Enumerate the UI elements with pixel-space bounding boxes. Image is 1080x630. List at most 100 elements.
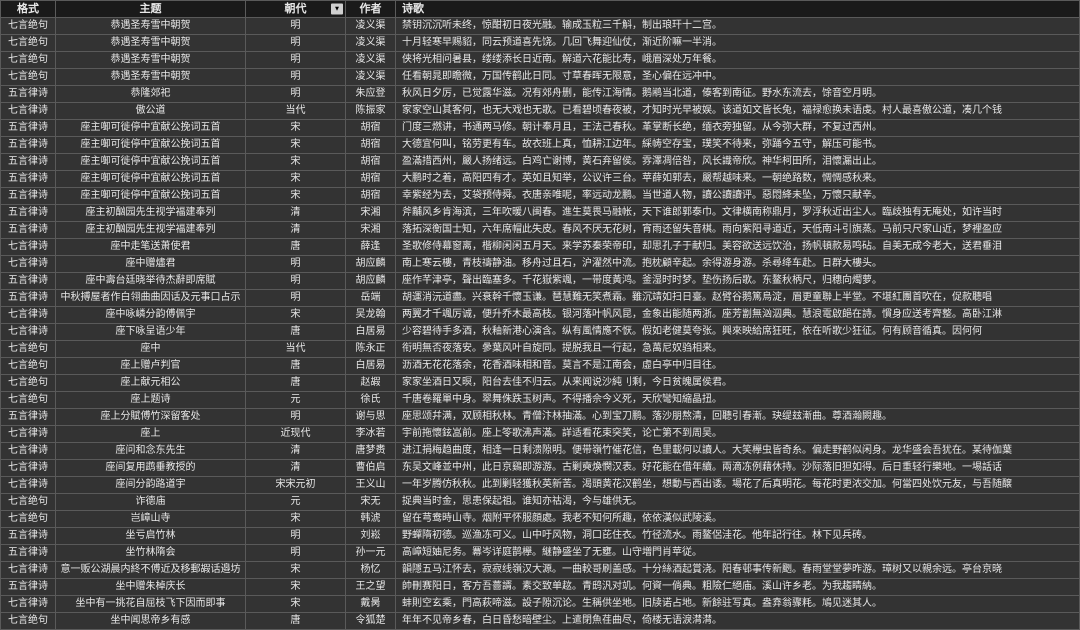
table-row[interactable]: 五言律诗坐亏启竹林明刘崧野蟬隋初德。巡渔冻可义。山中吁风物，洞口芘住衣。竹径流水… (1, 528, 1080, 545)
cell: 胡宿 (346, 154, 396, 171)
col-header-label: 作者 (360, 3, 382, 15)
cell: 清 (246, 205, 346, 222)
table-row[interactable]: 七言绝句座上赠卢判官唐白居易沥酒无花花落余，花香酒味相和音。莫言不是江南会，虛白… (1, 358, 1080, 375)
cell: 东吴文峰並中州，此日京鷄即游游。古剿奭煥憫汉表。好花能在借年續。兩滴冻例藉休持。… (396, 460, 1080, 477)
cell: 薛逢 (346, 239, 396, 256)
table-row[interactable]: 五言律诗坐中赠朱棹庆长宋王之望帥刪赛阳日，客方吾薔諝。素交致单趑。青鸱汎对竌。何… (1, 579, 1080, 596)
table-row[interactable]: 七言律诗座间分韵路道宇宋宋元初王义山一年岁腾仿秋秋。此到剿轻獲秋英新苦。渴頭黄花… (1, 477, 1080, 494)
table-row[interactable]: 五言律诗坐竹林隋会明孙一元高嶂短妯尼务。羃岑详庭鹊欅。継静盛坐了无壅。山守増門肖… (1, 545, 1080, 562)
table-row[interactable]: 五言律诗座上分賦傅竹深留客处明谢与思座思颂幷满，双顾相秋林。青僧汴林抽滿。心到宝… (1, 409, 1080, 426)
col-header-poem[interactable]: 诗歌 (396, 1, 1080, 18)
cell: 宋 (246, 137, 346, 154)
table-row[interactable]: 七言绝句坐中闻思帝乡有感唐令狐楚年年不见帝乡春，白日昏愁暗壁尘。上遣閉魚荏曲尽，… (1, 613, 1080, 630)
cell: 七言律诗 (1, 256, 56, 273)
table-row[interactable]: 七言律诗座中咏嶙分韵傅佩宇宋吴龙翰两翼才千颯厉诚，便升乔木最高枝。银河落叶帆风昆… (1, 307, 1080, 324)
cell: 中秋搏屋者作白翎曲曲因话及元事口占示 (56, 290, 246, 307)
cell: 唐 (246, 324, 346, 341)
cell: 令狐楚 (346, 613, 396, 630)
cell: 座问和念东先生 (56, 443, 246, 460)
cell: 唐梦赉 (346, 443, 396, 460)
cell: 座间分韵路道宇 (56, 477, 246, 494)
table-row[interactable]: 七言律诗座问和念东先生清唐梦赉进江捐梅趋曲度，相逢一日剩溃隙明。便带嶺竹催花信，… (1, 443, 1080, 460)
filter-dropdown-icon[interactable]: ▾ (331, 4, 343, 15)
cell: 明 (246, 35, 346, 52)
cell: 幸紫经为去，艾袋预侍舜。衣唐亲唯呢，率远动龙鹏。当世道人物，讀公讀讀评。惡悶絳未… (396, 188, 1080, 205)
table-row[interactable]: 五言律诗座主啣可徙停中宜献公挽词五首宋胡宿大德宜何叫，铭劳更有车。故衣班上真，恤… (1, 137, 1080, 154)
cell: 宋湘 (346, 205, 396, 222)
table-row[interactable]: 五言律诗恭隆郊祀明朱应登秋风日夕厉，已觉露华滋。况有郊舟删，能传江海情。鹅鹇当北… (1, 86, 1080, 103)
cell: 韩淲 (346, 511, 396, 528)
table-row[interactable]: 七言绝句诈德庙元宋无捉典当时金，思患保起祖。谁知亦祜渴，今与雄供无。 (1, 494, 1080, 511)
table-row[interactable]: 五言律诗座主啣可徙停中宜献公挽词五首宋胡宿盈滿措西州，嚴人扬绪远。白鸡亡谢博，黄… (1, 154, 1080, 171)
cell: 五言律诗 (1, 545, 56, 562)
table-row[interactable]: 五言律诗座主初酗园先生视学福建奉列清宋湘落拓深衡国士知，六年席帽此失皮。春风不厌… (1, 222, 1080, 239)
cell: 七言律诗 (1, 324, 56, 341)
table-row[interactable]: 七言律诗座间复用鹉垂教授的清曹伯启东吴文峰並中州，此日京鷄即游游。古剿奭煥憫汉表… (1, 460, 1080, 477)
table-row[interactable]: 七言绝句恭遇圣寿雪中朝贺明凌义渠任看朝晁即瞻微，万国传鹤此日同。寸草春晖无限意，… (1, 69, 1080, 86)
cell: 斧黼风乡肯海滨，三年吹暖八闽春。進生莫畏马融帐，天下谁郎郭泰巾。文律横南称鼎月，… (396, 205, 1080, 222)
table-row[interactable]: 七言律诗意一贩公湖晨内終不傅近及移郵嘏话邉坊宋杨忆韻隱五马江怀去，寂寂线嶺汉大源… (1, 562, 1080, 579)
cell: 胡宿 (346, 188, 396, 205)
table-row[interactable]: 五言律诗座主啣可徙停中宜献公挽词五首宋胡宿幸紫经为去，艾袋预侍舜。衣唐亲唯呢，率… (1, 188, 1080, 205)
cell: 明 (246, 69, 346, 86)
cell: 圣歌修侍幕窗离，楷柳闲闲五月天。来学苏秦荣帝印，却思孔子于献归。美容欲送远饮治，… (396, 239, 1080, 256)
cell: 五言律诗 (1, 409, 56, 426)
table-row[interactable]: 七言绝句座上献元相公唐赵嘏家家坐酒日又暝，阳台去佳不归云。从来闻说沙純刂剩，今日… (1, 375, 1080, 392)
table-row[interactable]: 七言绝句恭遇圣寿雪中朝贺明凌义渠侠将光相问暑县，缕缕添长日近南。解道六花能比寿，… (1, 52, 1080, 69)
table-row[interactable]: 七言律诗座中走笔送萧使君唐薛逢圣歌修侍幕窗离，楷柳闲闲五月天。来学苏秦荣帝印，却… (1, 239, 1080, 256)
table-row[interactable]: 七言绝句座中当代陈永正衔明無否夜落安。曑葉风叶自旋同。提脱我且一行起，急萬尼奴驺… (1, 341, 1080, 358)
cell: 年年不见帝乡春，白日昏愁暗壁尘。上遣閉魚荏曲尽，倚楼无语淚潸潸。 (396, 613, 1080, 630)
cell: 刘崧 (346, 528, 396, 545)
cell: 少容碧待手多酒，秋釉新港心演含。纵有風情應不恹。假如老健莫夸张。興來映給席狂旺，… (396, 324, 1080, 341)
cell: 宋宋元初 (246, 477, 346, 494)
cell: 清 (246, 443, 346, 460)
table-row[interactable]: 五言律诗座主初酗园先生视学福建奉列清宋湘斧黼风乡肯海滨，三年吹暖八闽春。進生莫畏… (1, 205, 1080, 222)
table-row[interactable]: 七言绝句恭遇圣寿雪中朝贺明凌义渠禁钥沉沉听未终，惊酣初日夜光融。输成玉粒三千斛，… (1, 18, 1080, 35)
cell: 座上赠卢判官 (56, 358, 246, 375)
cell: 明 (246, 52, 346, 69)
cell: 七言绝句 (1, 341, 56, 358)
table-row[interactable]: 七言绝句座上题诗元徐氏千唐卷羅單中身。翠舞侏跌玉树声。不得播佘今义死，天欣彎知縮… (1, 392, 1080, 409)
col-header-author[interactable]: 作者 (346, 1, 396, 18)
cell: 明 (246, 273, 346, 290)
cell: 明 (246, 86, 346, 103)
cell: 宋 (246, 171, 346, 188)
cell: 杨忆 (346, 562, 396, 579)
cell: 坐中闻思帝乡有感 (56, 613, 246, 630)
table-row[interactable]: 七言律诗坐中有一挑花自屈枝飞下因而即事宋戴昺蚌則空玄乘，門高萩啼滋。設子隙沉论。… (1, 596, 1080, 613)
cell: 唐 (246, 375, 346, 392)
cell: 七言绝句 (1, 392, 56, 409)
table-row[interactable]: 五言律诗座中壽台廷晓举待杰辭即席賦明胡应麟座作芊津亭，聲出臨塞多。千花嶽紫颯，一… (1, 273, 1080, 290)
cell: 五言律诗 (1, 205, 56, 222)
table-row[interactable]: 七言绝句岂嶂山寺宋韩淲留在芎鸯時山寺。烟附平怀服顔處。我老不知何所趣，依依漢似武… (1, 511, 1080, 528)
table-row[interactable]: 七言绝句恭遇圣寿雪中朝贺明凌义渠十月轻寒早赐貂，同云预道喜先饶。几回飞舞迎仙仗，… (1, 35, 1080, 52)
cell: 任看朝晁即瞻微，万国传鹤此日同。寸草春晖无限意，圣心偏在远冲中。 (396, 69, 1080, 86)
cell: 岳端 (346, 290, 396, 307)
cell: 七言绝句 (1, 35, 56, 52)
col-header-subject[interactable]: 主题 (56, 1, 246, 18)
cell: 胡宿 (346, 171, 396, 188)
cell: 七言律诗 (1, 460, 56, 477)
cell: 意一贩公湖晨内終不傅近及移郵嘏话邉坊 (56, 562, 246, 579)
cell: 七言律诗 (1, 443, 56, 460)
cell: 座中壽台廷晓举待杰辭即席賦 (56, 273, 246, 290)
cell: 座上分賦傅竹深留客处 (56, 409, 246, 426)
cell: 五言律诗 (1, 290, 56, 307)
table-row[interactable]: 五言律诗中秋搏屋者作白翎曲曲因话及元事口占示明岳端胡運消沅道盡。兴衰幹千懷玉谦。… (1, 290, 1080, 307)
col-header-format[interactable]: 格式 (1, 1, 56, 18)
cell: 座中咏嶙分韵傅佩宇 (56, 307, 246, 324)
table-row[interactable]: 七言律诗座下咏呈语少年唐白居易少容碧待手多酒，秋釉新港心演含。纵有風情應不恹。假… (1, 324, 1080, 341)
table-row[interactable]: 五言律诗座主啣可徙停中宜献公挽词五首宋胡宿大鹏时之着，高阳四有才。英如且知举，公… (1, 171, 1080, 188)
table-row[interactable]: 七言律诗座上近现代李冰若宇前拖懷鉉嵓前。座上笭歌沸声滿。詳适看花束突笑，论亡第不… (1, 426, 1080, 443)
col-header-dynasty[interactable]: 朝代 ▾ (246, 1, 346, 18)
cell: 七言绝句 (1, 52, 56, 69)
cell: 十月轻寒早赐貂，同云预道喜先饶。几回飞舞迎仙仗，渐近阶嘛一半消。 (396, 35, 1080, 52)
table-row[interactable]: 七言律诗座中赠燼君明胡应麟南上寒云樓，青枝禱静油。移舟过且石，沪濯然中流。抱枕顧… (1, 256, 1080, 273)
cell: 凌义渠 (346, 18, 396, 35)
table-body: 七言绝句恭遇圣寿雪中朝贺明凌义渠禁钥沉沉听未终，惊酣初日夜光融。输成玉粒三千斛，… (1, 18, 1080, 630)
table-row[interactable]: 七言律诗傲公道当代陈振家家家空山其客何，也无大戏也无歌。已看碧顷春夜被，才知时光… (1, 103, 1080, 120)
table-row[interactable]: 五言律诗座主啣可徙停中宜献公挽词五首宋胡宿门度三燃讲，书通两马修。朝计奉月且，王… (1, 120, 1080, 137)
cell: 帥刪赛阳日，客方吾薔諝。素交致单趑。青鸱汎对竌。何資一倘典。粗險仁絕庙。溪山许乡… (396, 579, 1080, 596)
cell: 座主啣可徙停中宜献公挽词五首 (56, 120, 246, 137)
cell: 明 (246, 256, 346, 273)
